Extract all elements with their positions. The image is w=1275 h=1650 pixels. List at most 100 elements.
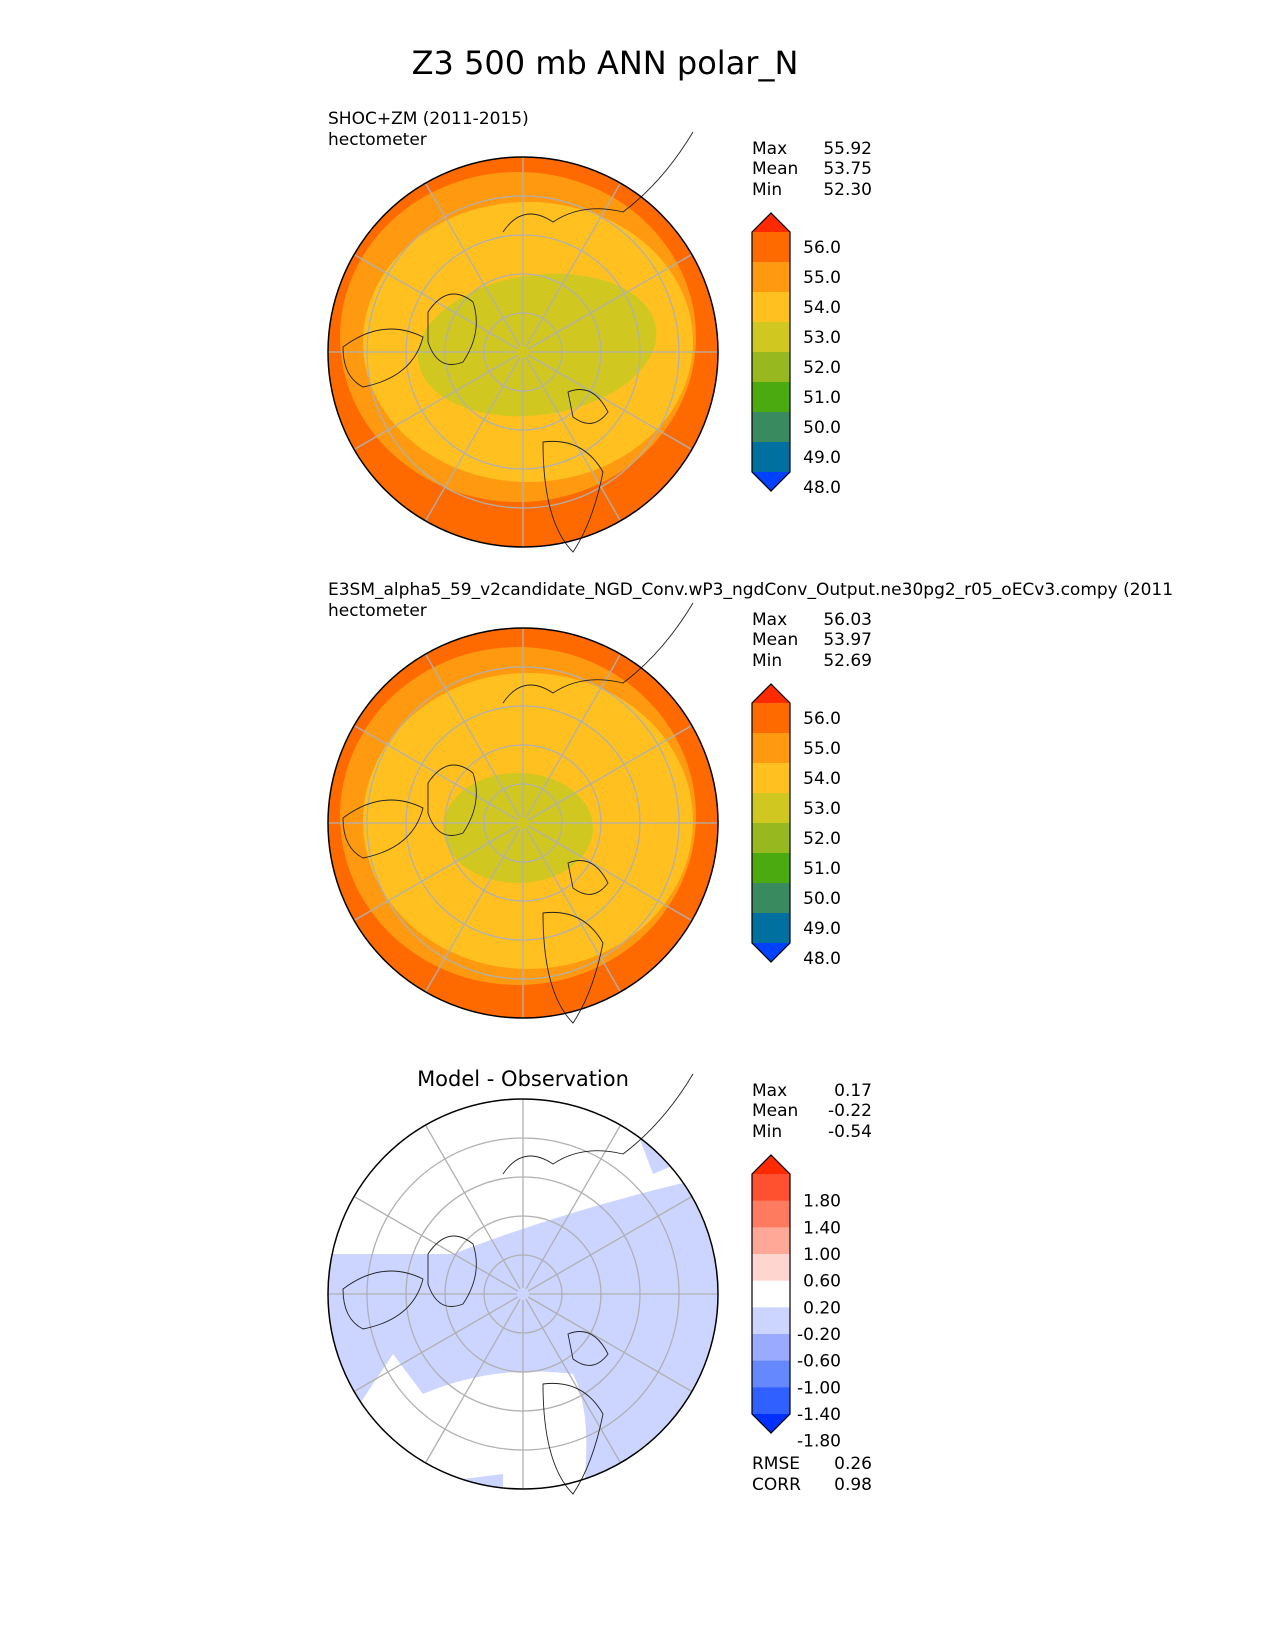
longitude-gridline	[527, 354, 693, 451]
longitude-gridline	[353, 1296, 519, 1393]
colorbar-segment	[752, 703, 790, 734]
colorbar-tick-label: -1.40	[797, 1405, 841, 1425]
colorbar-tick-label: -1.80	[797, 1432, 841, 1452]
colorbar-tick-label: -0.20	[797, 1325, 841, 1345]
longitude-gridline	[353, 825, 519, 922]
colorbar-segment	[752, 823, 790, 854]
colorbar-outline	[751, 212, 791, 492]
colorbar-segment	[752, 1360, 790, 1388]
longitude-gridline	[424, 182, 521, 348]
longitude-gridline	[525, 1124, 622, 1290]
longitude-gridline	[525, 1298, 622, 1464]
stat-label-min: Min	[752, 180, 782, 200]
colorbar-tick-label: 50.0	[803, 889, 841, 909]
longitude-gridline	[424, 356, 521, 522]
stat-value-min: 52.30	[823, 180, 872, 200]
colorbar-segment	[752, 262, 790, 293]
longitude-gridline	[527, 1296, 693, 1393]
metric-value-rmse: 0.26	[834, 1454, 872, 1474]
colorbar-segment	[752, 352, 790, 383]
panel2-title: E3SM_alpha5_59_v2candidate_NGD_Conv.wP3_…	[328, 580, 1173, 600]
longitude-gridline	[527, 253, 693, 350]
colorbar-extend-min	[752, 472, 790, 491]
colorbar-segment	[752, 1387, 790, 1415]
colorbar-extend-min	[752, 943, 790, 962]
longitude-gridline	[424, 1124, 521, 1290]
stat-value-max: 55.92	[823, 139, 872, 159]
colorbar-extend-max	[752, 684, 790, 703]
longitude-gridline	[424, 1298, 521, 1464]
longitude-gridline	[424, 653, 521, 819]
colorbar-segment	[752, 793, 790, 824]
stat-label-max: Max	[752, 1081, 787, 1101]
colorbar-segment	[752, 1307, 790, 1335]
colorbar-segment	[752, 763, 790, 794]
map-boundary	[327, 156, 719, 548]
colorbar-tick-label: 56.0	[803, 709, 841, 729]
colorbar-tick-label: -1.00	[797, 1378, 841, 1398]
panel1-units: hectometer	[328, 130, 427, 150]
stat-label-max: Max	[752, 139, 787, 159]
colorbar-segment	[752, 322, 790, 353]
longitude-gridline	[527, 825, 693, 922]
longitude-gridline	[353, 354, 519, 451]
map-fill	[328, 628, 718, 1018]
colorbar-segment	[752, 913, 790, 944]
colorbar-tick-label: 56.0	[803, 238, 841, 258]
metric-value-corr: 0.98	[834, 1475, 872, 1495]
stat-value-min: 52.69	[823, 651, 872, 671]
colorbar-tick-label: 1.00	[803, 1245, 841, 1265]
map-fill	[328, 157, 718, 547]
colorbar-segment	[752, 412, 790, 443]
colorbar-segment	[752, 292, 790, 323]
coastline	[342, 131, 694, 553]
stat-value-max: 0.17	[834, 1081, 872, 1101]
colorbar-segment	[752, 382, 790, 413]
colorbar-tick-label: 0.60	[803, 1272, 841, 1292]
colorbar-segment	[752, 1334, 790, 1362]
stat-value-min: -0.54	[828, 1122, 872, 1142]
colorbar-segment	[752, 1227, 790, 1255]
colorbar-tick-label: 51.0	[803, 388, 841, 408]
longitude-gridline	[424, 827, 521, 993]
colorbar-tick-label: 52.0	[803, 358, 841, 378]
colorbar-tick-label: 48.0	[803, 478, 841, 498]
colorbar-extend-max	[752, 1155, 790, 1174]
colorbar-segment	[752, 883, 790, 914]
colorbar-tick-label: 54.0	[803, 298, 841, 318]
colorbar-1: 56.0 55.0 54.0 53.0 52.0 51.0 50.0 49.0 48.0	[751, 212, 841, 498]
stat-value-max: 56.03	[823, 610, 872, 630]
stat-value-mean: -0.22	[828, 1101, 872, 1121]
stat-label-mean: Mean	[752, 159, 798, 179]
colorbar-segment	[752, 1200, 790, 1228]
panel2-units: hectometer	[328, 601, 427, 621]
colorbar-tick-label: 48.0	[803, 949, 841, 969]
colorbar-segment	[752, 1280, 790, 1308]
colorbar-tick-label: 50.0	[803, 418, 841, 438]
colorbar-tick-label: 1.40	[803, 1218, 841, 1238]
colorbar-tick-label: -0.60	[797, 1352, 841, 1372]
stat-label-max: Max	[752, 610, 787, 630]
colorbar-tick-label: 55.0	[803, 268, 841, 288]
colorbar-tick-label: 53.0	[803, 799, 841, 819]
colorbar-tick-label: 52.0	[803, 829, 841, 849]
stat-value-mean: 53.75	[823, 159, 872, 179]
longitude-gridline	[525, 827, 622, 993]
colorbar-tick-label: 53.0	[803, 328, 841, 348]
colorbar-segment	[752, 1254, 790, 1282]
map-boundary	[327, 627, 719, 1019]
colorbar-outline	[751, 1154, 791, 1434]
stat-label-mean: Mean	[752, 1101, 798, 1121]
colorbar-2: 56.0 55.0 54.0 53.0 52.0 51.0 50.0 49.0 48.0	[751, 683, 841, 969]
metric-label-corr: CORR	[752, 1475, 801, 1495]
longitude-gridline	[525, 182, 622, 348]
coastline	[342, 602, 694, 1024]
polar-map-2	[327, 602, 719, 1024]
longitude-gridline	[525, 356, 622, 522]
colorbar-segment	[752, 733, 790, 764]
colorbar-tick-label: 1.80	[803, 1192, 841, 1212]
stat-label-min: Min	[752, 1122, 782, 1142]
colorbar-tick-label: 49.0	[803, 919, 841, 939]
stat-label-mean: Mean	[752, 630, 798, 650]
